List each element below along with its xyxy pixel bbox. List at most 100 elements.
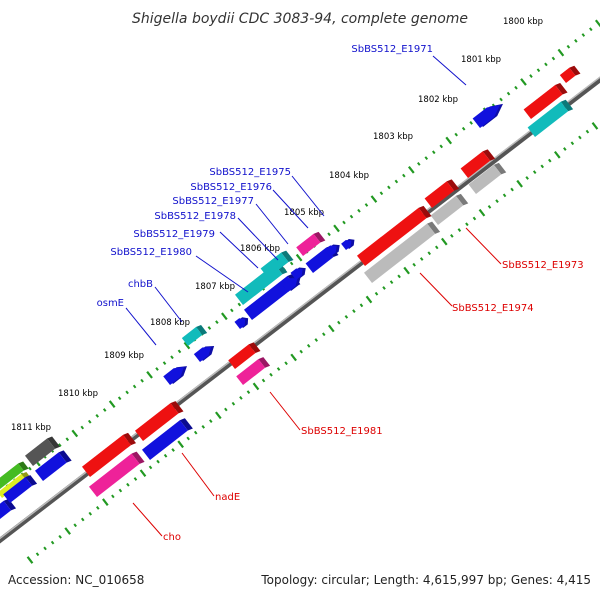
gene-arrow-blue <box>281 277 301 292</box>
outer-tick <box>65 437 70 442</box>
inner-tick <box>64 527 71 535</box>
gene-labels: SbBS512_E1971 SbBS512_E1975 SbBS512_E1976 S… <box>97 44 584 543</box>
gene-block-blue <box>35 450 72 481</box>
inner-tick <box>510 187 514 192</box>
outer-tick <box>589 27 593 32</box>
outer-tick <box>387 185 391 190</box>
outer-tick <box>289 261 294 266</box>
outer-tick <box>295 253 303 262</box>
outer-tick <box>514 85 518 90</box>
gene-label: SbBS512_E1973 <box>502 260 584 271</box>
outer-tick <box>207 326 212 330</box>
outer-tick <box>215 320 219 324</box>
inner-tick <box>344 315 349 319</box>
inner-tick <box>314 338 319 342</box>
gene-block-red <box>559 65 581 83</box>
gene-label: SbBS512_E1976 <box>190 182 272 193</box>
outer-tick <box>162 361 167 365</box>
gene-block-gray <box>430 193 469 225</box>
outer-tick <box>102 408 107 412</box>
outer-tick <box>230 308 234 313</box>
outer-tick <box>574 39 578 43</box>
gene-label: SbBS512_E1980 <box>110 247 192 258</box>
inner-tick <box>435 245 439 250</box>
leader-line-red <box>269 391 301 431</box>
inner-tick <box>102 498 109 506</box>
kbp-label: 1802 kbp <box>418 95 458 105</box>
outer-tick <box>125 390 129 395</box>
outer-tick <box>183 341 191 350</box>
inner-tick <box>261 378 266 383</box>
gene-block-red <box>228 342 261 369</box>
inner-tick <box>118 488 123 493</box>
gene-block-green <box>0 461 29 489</box>
inner-tick <box>224 407 228 412</box>
gene-block-red <box>135 401 184 441</box>
gene-block-gray <box>364 221 441 283</box>
gene-label: SbBS512_E1978 <box>154 211 236 222</box>
gene-block-red <box>424 179 460 208</box>
gene-label: chbB <box>128 279 153 290</box>
kbp-label: 1805 kbp <box>284 208 324 218</box>
outer-tick <box>439 144 444 149</box>
gene-block-pink <box>236 357 271 385</box>
gene-block-blue <box>142 418 193 460</box>
kbp-label: 1808 kbp <box>150 318 190 328</box>
gene-block-red <box>82 432 137 477</box>
inner-tick <box>26 556 34 564</box>
gene-block-pink <box>296 231 326 256</box>
inner-tick <box>450 233 454 238</box>
outer-tick <box>536 68 541 73</box>
inner-tick <box>478 208 486 217</box>
outer-tick <box>431 150 436 155</box>
kbp-label: 1809 kbp <box>104 351 144 361</box>
inner-tick <box>269 372 273 377</box>
gene-block-pink <box>89 451 145 497</box>
inner-tick <box>246 390 251 395</box>
inner-tick <box>193 430 198 435</box>
inner-tick <box>299 349 303 354</box>
outer-tick <box>469 121 473 125</box>
leader-line-blue <box>255 203 289 245</box>
inner-tick <box>532 170 537 175</box>
inner-tick <box>540 164 545 169</box>
outer-tick <box>394 179 399 184</box>
leader-line-blue <box>272 189 309 229</box>
kbp-label: 1806 kbp <box>240 244 280 254</box>
kbp-label: 1811 kbp <box>11 423 51 433</box>
inner-tick <box>111 494 115 499</box>
inner-tick <box>457 228 462 232</box>
inner-tick <box>186 436 190 441</box>
gene-block-darkgray <box>25 436 61 466</box>
leader-line-blue <box>219 231 259 269</box>
outer-tick <box>327 232 331 237</box>
outer-tick <box>349 214 354 219</box>
inner-tick <box>209 419 213 423</box>
gene-block-cyan <box>527 99 574 137</box>
outer-tick <box>95 413 99 418</box>
gene-label: SbBS512_E1971 <box>351 44 433 55</box>
inner-tick <box>73 523 77 528</box>
inner-tick <box>525 176 529 180</box>
leader-line-blue <box>432 55 467 86</box>
gene-label: nadE <box>215 492 240 503</box>
inner-tick <box>148 465 153 470</box>
gene-block-red <box>460 149 496 178</box>
inner-tick <box>465 222 469 227</box>
map-title: Shigella boydii CDC 3083-94, complete ge… <box>132 11 468 27</box>
outer-tick <box>132 384 137 389</box>
outer-tick <box>499 97 503 102</box>
leader-line-red <box>132 502 163 537</box>
kbp-label: 1810 kbp <box>58 389 98 399</box>
inner-tick <box>548 158 552 163</box>
outer-tick <box>529 74 533 78</box>
inner-tick <box>163 453 168 458</box>
inner-tick <box>96 506 100 510</box>
inner-tick <box>374 291 379 296</box>
outer-tick <box>28 466 32 471</box>
inner-tick <box>306 343 311 348</box>
outer-tick <box>80 425 85 430</box>
inner-tick <box>201 424 206 429</box>
gene-label: SbBS512_E1975 <box>209 167 291 178</box>
inner-tick <box>427 251 432 256</box>
